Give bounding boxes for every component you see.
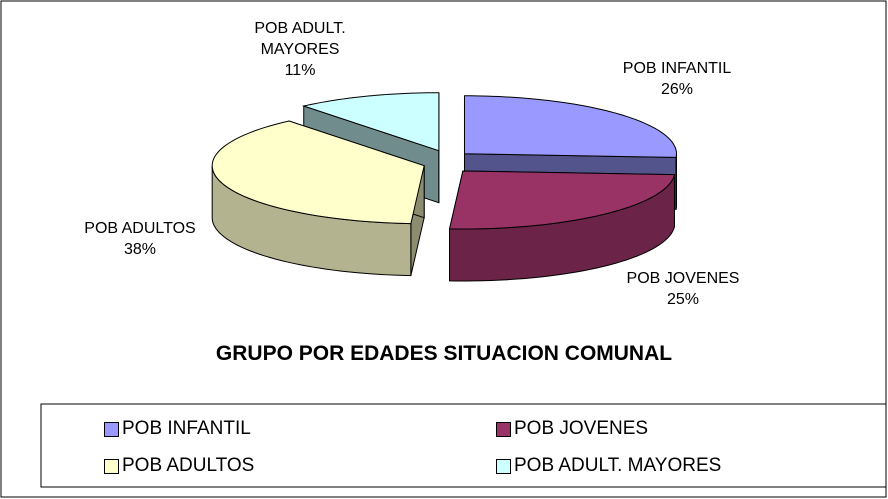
chart-title: GRUPO POR EDADES SITUACION COMUNAL <box>215 342 673 365</box>
data-label: POB INFANTIL 26% <box>623 58 731 100</box>
data-label: POB ADULT. MAYORES 11% <box>240 18 360 81</box>
legend-item: POB INFANTIL <box>104 418 251 440</box>
legend-swatch <box>104 421 119 437</box>
data-label-value: 11% <box>284 62 316 79</box>
slice <box>301 92 440 152</box>
legend-box <box>40 403 887 488</box>
data-label-name: POB ADULT. MAYORES <box>254 20 346 58</box>
legend-item: POB ADULTOS <box>104 455 254 477</box>
legend-label: POB INFANTIL <box>122 418 251 439</box>
legend-swatch <box>496 458 511 474</box>
data-label: POB JOVENES 25% <box>627 268 740 310</box>
legend-swatch <box>104 458 119 474</box>
data-label-value: 26% <box>660 81 694 98</box>
slice <box>211 120 425 225</box>
data-label-name: POB ADULTOS <box>84 220 196 237</box>
legend-label: POB JOVENES <box>514 418 649 439</box>
slice <box>448 170 676 230</box>
legend-swatch <box>496 421 511 437</box>
data-label-value: 38% <box>123 241 157 258</box>
slice <box>463 95 677 158</box>
legend-label: POB ADULT. MAYORES <box>514 455 722 476</box>
legend-label: POB ADULTOS <box>122 455 255 476</box>
legend-item: POB ADULT. MAYORES <box>496 455 721 477</box>
data-label-name: POB JOVENES <box>626 270 740 287</box>
legend-item: POB JOVENES <box>496 418 648 440</box>
data-label-value: 25% <box>666 291 700 308</box>
data-label: POB ADULTOS 38% <box>84 218 195 260</box>
data-label-name: POB INFANTIL <box>622 60 732 77</box>
